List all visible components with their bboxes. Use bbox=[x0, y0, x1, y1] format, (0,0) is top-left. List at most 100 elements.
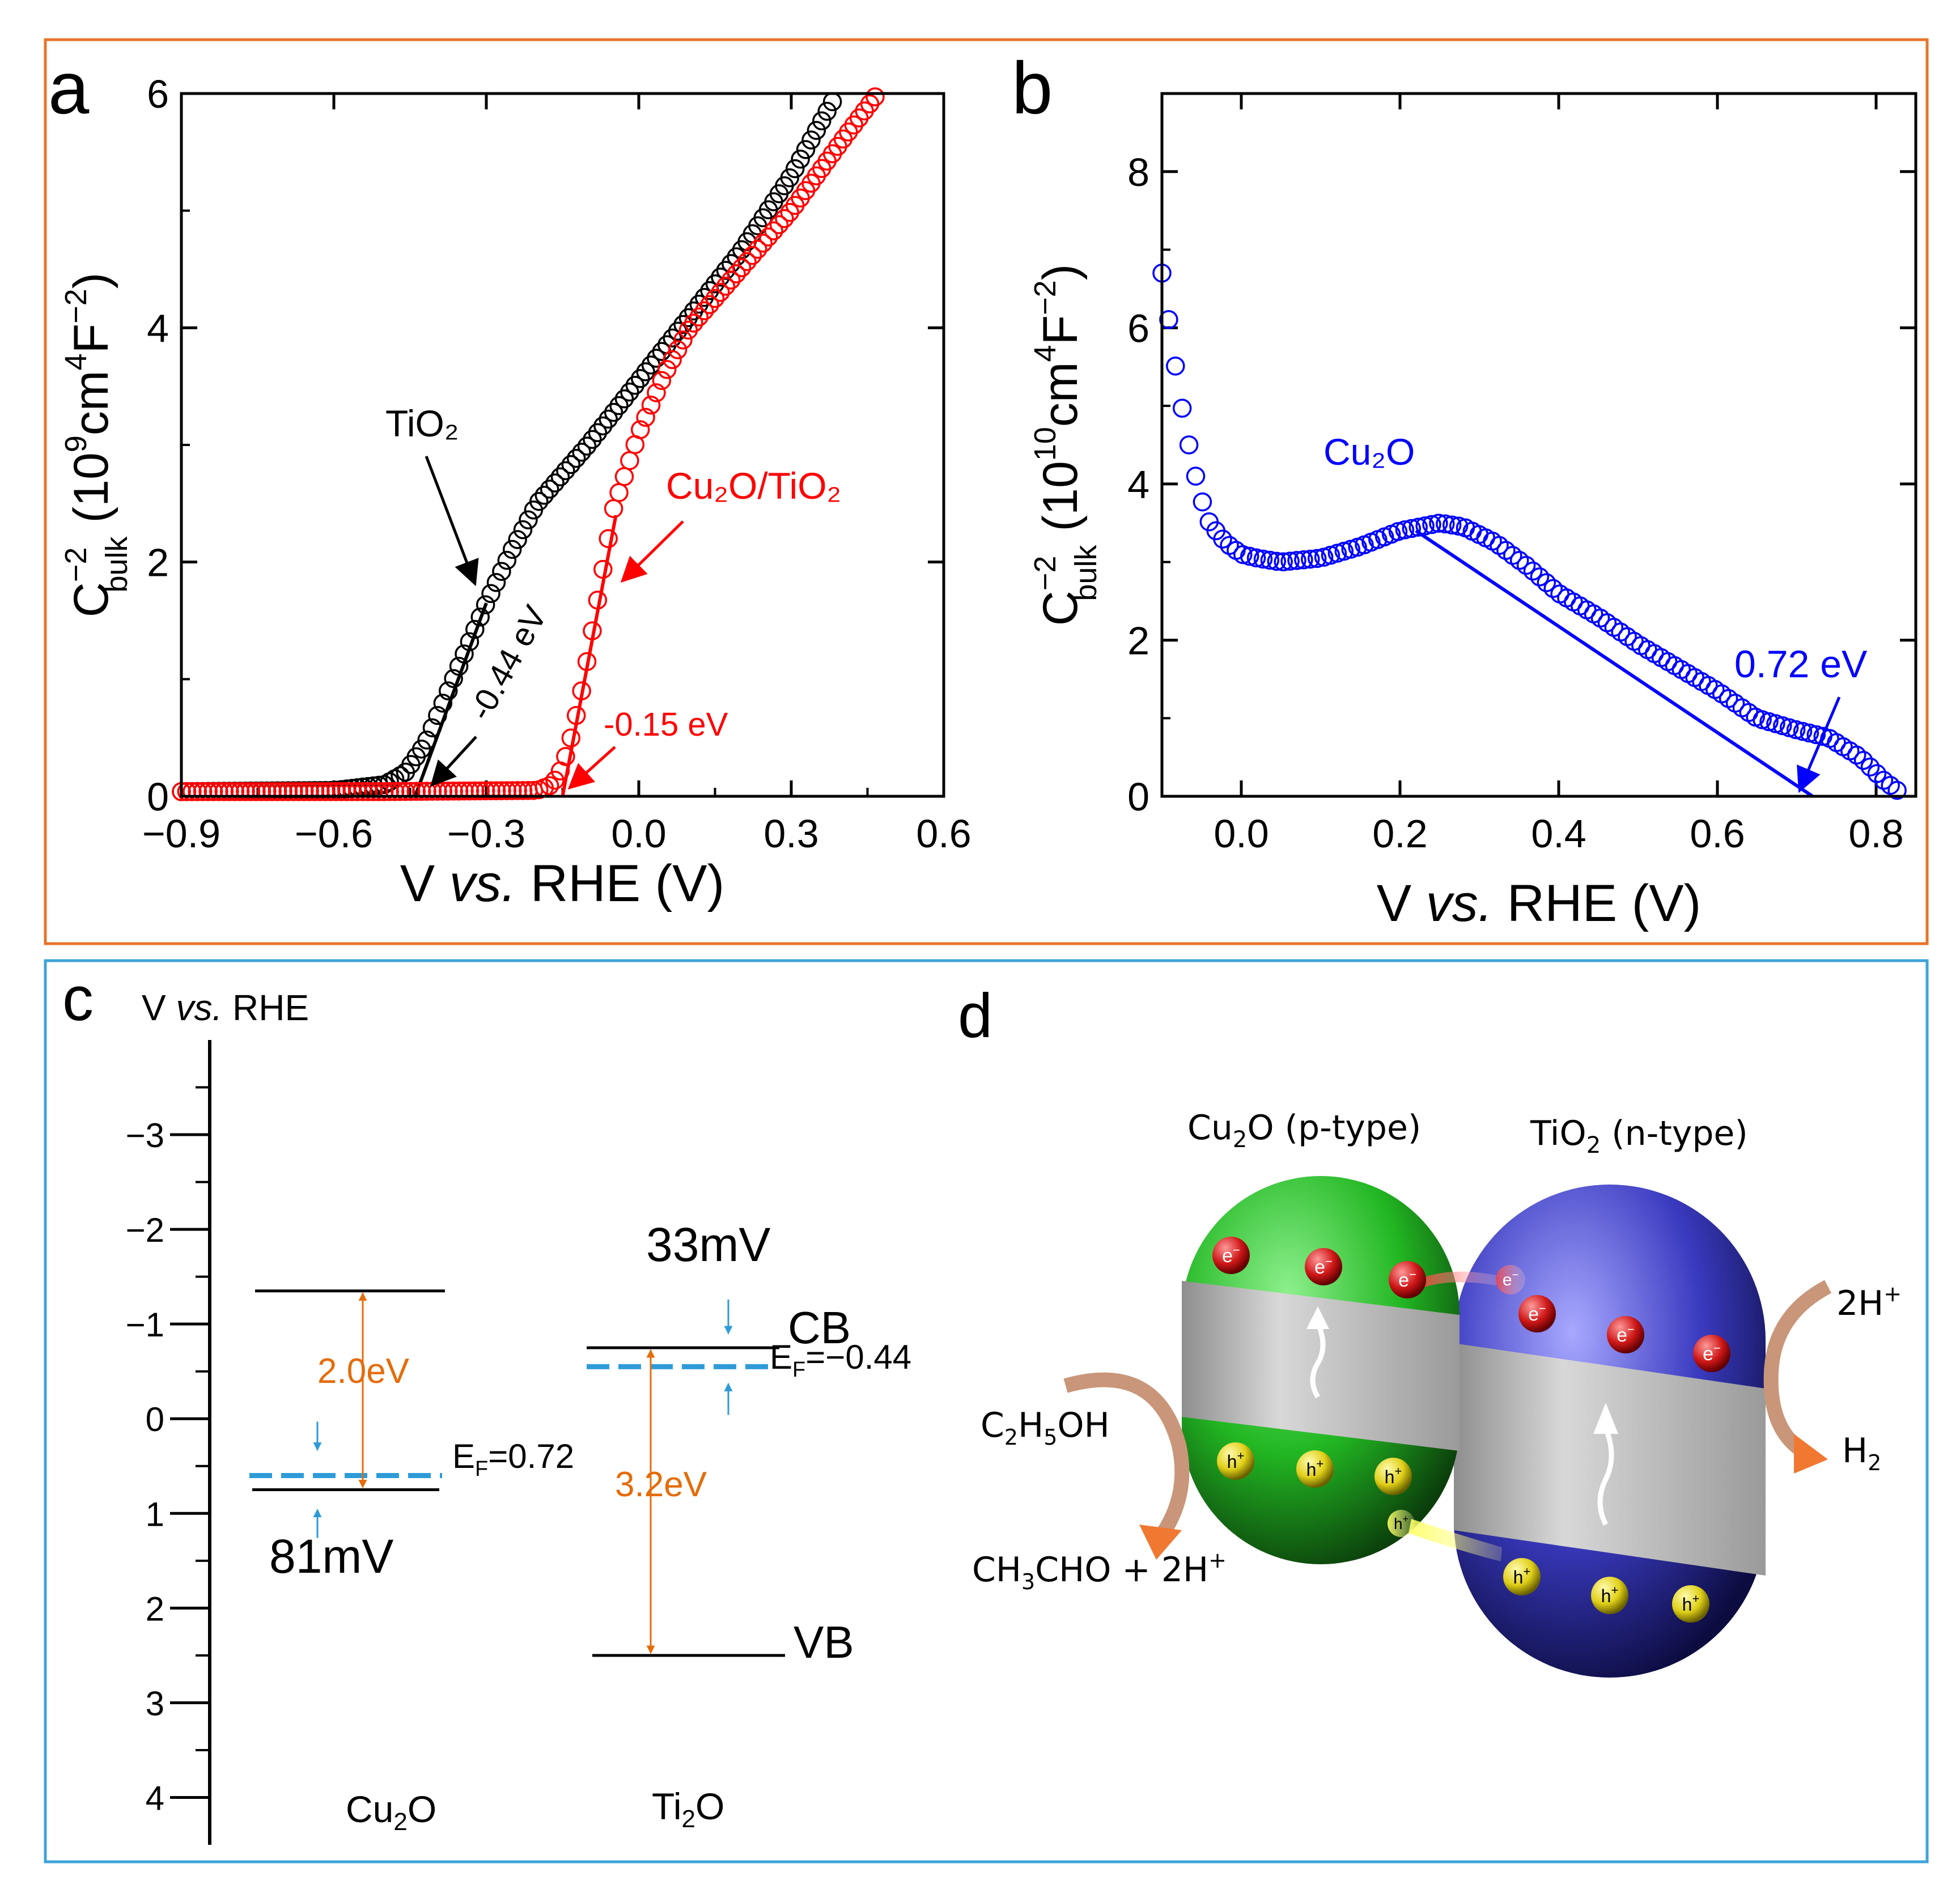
data-point bbox=[422, 718, 442, 737]
data-point bbox=[599, 409, 618, 429]
data-point bbox=[337, 782, 357, 801]
data-point bbox=[561, 728, 581, 748]
cu2o-capsule bbox=[1182, 1176, 1460, 1564]
data-point bbox=[817, 101, 837, 121]
data-point bbox=[614, 389, 634, 409]
arrow-072 bbox=[1797, 697, 1841, 793]
data-point bbox=[1301, 549, 1320, 569]
x-tick-label: −0.6 bbox=[295, 812, 373, 856]
data-point bbox=[1537, 573, 1556, 592]
data-point bbox=[268, 782, 287, 801]
y-tick-label: 2 bbox=[1127, 618, 1149, 663]
material-cu2o-label: Cu2O bbox=[346, 1788, 436, 1836]
data-point bbox=[1847, 745, 1866, 765]
title-cu2o-ptype: Cu2O (p-type) bbox=[1187, 1108, 1421, 1153]
data-point bbox=[1186, 466, 1206, 486]
y-tick-label: −2 bbox=[126, 1211, 164, 1249]
data-point bbox=[614, 467, 634, 486]
data-point bbox=[663, 350, 682, 370]
hole: h+ bbox=[1503, 1558, 1541, 1595]
data-point bbox=[1853, 750, 1873, 770]
data-point bbox=[785, 159, 805, 179]
label-acetaldehyde: CH3CHO + 2H+ bbox=[972, 1548, 1227, 1594]
data-point bbox=[278, 782, 298, 801]
data-point bbox=[545, 770, 565, 790]
data-point bbox=[764, 221, 783, 241]
data-point bbox=[550, 467, 570, 487]
data-point bbox=[694, 301, 714, 321]
hole: h+ bbox=[1591, 1577, 1628, 1614]
data-point bbox=[1166, 356, 1185, 376]
ef-tio2-label: EF=−0.44 bbox=[770, 1338, 911, 1382]
data-point bbox=[727, 264, 746, 284]
data-point bbox=[247, 782, 266, 801]
gap-cu2o-label: 2.0eV bbox=[317, 1352, 410, 1391]
data-point bbox=[711, 283, 730, 302]
data-point bbox=[214, 782, 234, 801]
data-point bbox=[534, 486, 554, 505]
svg-text:h+: h+ bbox=[1601, 1583, 1619, 1606]
x-tick-label: 0.2 bbox=[1372, 812, 1427, 856]
data-point bbox=[1429, 513, 1448, 533]
data-point bbox=[1415, 516, 1435, 536]
y-tick-label: 4 bbox=[1127, 462, 1149, 507]
x-tick-label: −0.3 bbox=[447, 812, 525, 856]
data-point bbox=[599, 529, 618, 549]
y-tick-label: 6 bbox=[147, 72, 169, 116]
data-point bbox=[241, 782, 261, 801]
data-point bbox=[460, 781, 480, 801]
data-point bbox=[428, 706, 447, 725]
data-point bbox=[630, 420, 650, 439]
data-point bbox=[385, 782, 405, 801]
data-point bbox=[316, 782, 335, 801]
vb-label: VB bbox=[794, 1617, 854, 1667]
data-point bbox=[294, 782, 314, 801]
data-point bbox=[283, 782, 303, 801]
data-point bbox=[380, 782, 399, 801]
data-point bbox=[705, 288, 725, 308]
data-point bbox=[262, 782, 282, 801]
data-point bbox=[684, 313, 703, 333]
svg-text:h+: h+ bbox=[1227, 1449, 1245, 1472]
data-point bbox=[332, 782, 351, 801]
panel-c-levels bbox=[249, 1289, 785, 1657]
data-point bbox=[1793, 721, 1813, 741]
data-point bbox=[1280, 551, 1300, 571]
data-point bbox=[1422, 515, 1441, 534]
data-point bbox=[577, 436, 597, 456]
data-point bbox=[209, 782, 228, 801]
data-point bbox=[502, 781, 522, 800]
data-point bbox=[347, 782, 367, 801]
y-tick-label: 0 bbox=[1127, 775, 1149, 819]
data-point bbox=[721, 270, 741, 290]
x-tick-label: 0.6 bbox=[916, 812, 971, 856]
data-point bbox=[780, 168, 800, 188]
data-point bbox=[1436, 514, 1455, 534]
data-point bbox=[1409, 517, 1428, 537]
data-point bbox=[1267, 551, 1287, 571]
arrow-015 bbox=[567, 746, 616, 790]
panel-c-ticks: −3 −2 −1 0 1 2 3 4 bbox=[126, 1086, 210, 1817]
reduction-reaction-arrowhead bbox=[1794, 1434, 1828, 1474]
x-tick-label: 0.0 bbox=[611, 812, 666, 856]
data-point bbox=[748, 240, 767, 259]
data-point bbox=[519, 510, 538, 530]
data-point bbox=[1193, 492, 1212, 512]
data-point bbox=[689, 307, 709, 326]
electron: e− bbox=[1518, 1295, 1556, 1332]
data-point bbox=[663, 328, 682, 348]
arrow-tio2 bbox=[425, 456, 479, 587]
svg-text:h+: h+ bbox=[1385, 1464, 1402, 1487]
title-tio2-ntype: TiO2 (n-type) bbox=[1530, 1114, 1748, 1158]
label-h2: H2 bbox=[1842, 1431, 1881, 1475]
panel-c-axis-title: V vs. RHE bbox=[142, 987, 309, 1028]
hole: h+ bbox=[1296, 1450, 1334, 1488]
data-point bbox=[673, 315, 693, 334]
excitation-arrow-cu2o-head bbox=[1306, 1306, 1329, 1329]
annotation-tio2: TiO₂ bbox=[385, 402, 459, 444]
data-point bbox=[769, 215, 789, 235]
data-point bbox=[812, 111, 831, 130]
data-point bbox=[460, 632, 480, 651]
data-point bbox=[449, 781, 469, 801]
